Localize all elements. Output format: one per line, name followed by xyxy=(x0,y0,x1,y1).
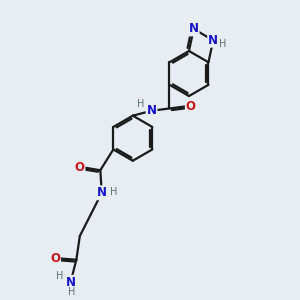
Text: H: H xyxy=(137,99,144,110)
Text: H: H xyxy=(68,287,76,297)
Text: H: H xyxy=(110,187,118,197)
Text: N: N xyxy=(147,104,157,117)
Text: N: N xyxy=(97,186,107,199)
Text: N: N xyxy=(66,276,76,289)
Text: N: N xyxy=(208,34,218,47)
Text: O: O xyxy=(50,252,60,265)
Text: O: O xyxy=(186,100,196,113)
Text: H: H xyxy=(219,39,226,49)
Text: N: N xyxy=(189,22,199,35)
Text: O: O xyxy=(74,161,85,174)
Text: H: H xyxy=(56,271,63,281)
